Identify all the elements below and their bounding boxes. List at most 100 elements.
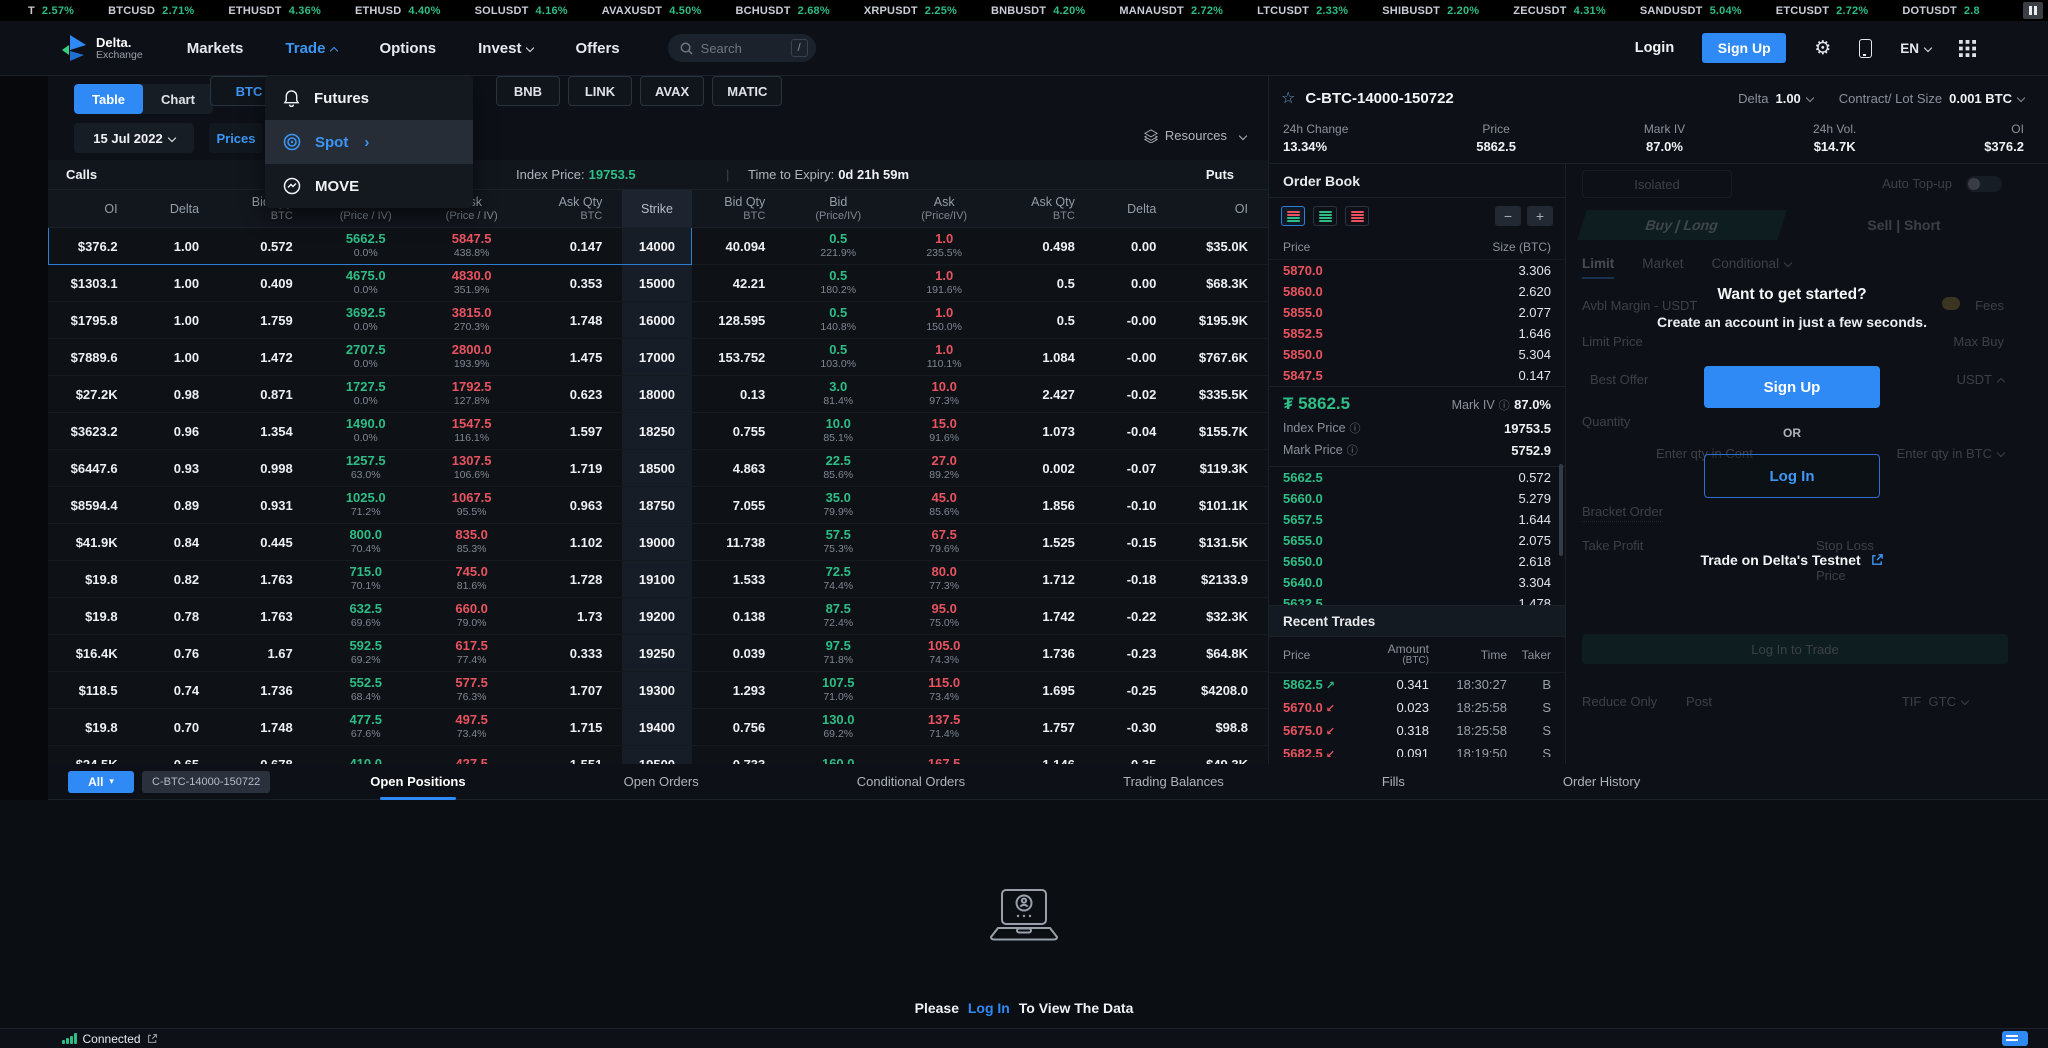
coin-button[interactable]: AVAX [640,76,705,106]
put-oi: $335.5K [1198,386,1248,402]
login-link[interactable]: Login [1634,40,1675,56]
order-book-row[interactable]: 5640.0 3.304 [1269,572,1565,593]
connection-status[interactable]: Connected [62,1032,158,1046]
order-book-row[interactable]: 5655.0 2.075 [1269,530,1565,551]
ticker-item[interactable]: ETHUSDT 4.36% [228,5,321,17]
ticker-item[interactable]: XRPUSDT 2.25% [864,5,957,17]
testnet-link[interactable]: Trade on Delta's Testnet [1566,552,2018,568]
book-view-both-icon[interactable] [1281,206,1305,226]
order-book-row[interactable]: 5662.5 0.572 [1269,467,1565,488]
positions-tab[interactable]: Trading Balances [1123,774,1224,789]
positions-tab[interactable]: Order History [1562,774,1641,789]
ticker-item[interactable]: T 2.57% [28,5,74,17]
option-chain-row[interactable]: $41.9K 0.84 0.445 800.0 70.4% 835.0 85.3% … [48,524,1268,561]
option-chain-row[interactable]: $27.2K 0.98 0.871 1727.5 0.0% 1792.5 127.8… [48,376,1268,413]
nav-item-invest[interactable]: Invest [478,40,535,57]
pause-icon[interactable] [2023,2,2043,19]
option-chain-row[interactable]: $24.5K 0.65 0.678 410.0 427.5 1.551 1950… [48,746,1268,764]
option-chain-row[interactable]: $16.4K 0.76 1.67 592.5 69.2% 617.5 77.4% 0… [48,635,1268,672]
signup-button[interactable]: Sign Up [1702,33,1787,63]
language-selector[interactable]: EN [1900,41,1933,56]
coin-button[interactable]: MATIC [712,76,783,106]
search-input[interactable]: Search / [667,34,816,62]
mobile-app-icon[interactable] [1859,38,1873,58]
chart-view-button[interactable]: Chart [161,91,195,107]
menu-item-futures[interactable]: Futures [265,76,473,120]
option-chain-row[interactable]: $3623.2 0.96 1.354 1490.0 0.0% 1547.5 116.… [48,413,1268,450]
ticker-item[interactable]: ETCUSDT 2.72% [1776,5,1869,17]
order-book-row[interactable]: 5657.5 1.644 [1269,509,1565,530]
nav-item-trade[interactable]: Trade [285,40,339,57]
order-book-row[interactable]: 5855.0 2.077 [1269,302,1565,323]
positions-tab[interactable]: Conditional Orders [856,774,966,789]
option-chain-row[interactable]: $1303.1 1.00 0.409 4675.0 0.0% 4830.0 351.… [48,265,1268,302]
positions-tab[interactable]: Open Positions [370,764,466,800]
login-link[interactable]: Log In [967,1000,1010,1016]
nav-item-markets[interactable]: Markets [186,39,244,57]
settings-gear-icon[interactable]: ⚙ [1814,37,1832,59]
menu-item-move[interactable]: MOVE [265,164,473,208]
scrollbar-thumb[interactable] [1559,464,1563,556]
order-book-row[interactable]: 5847.5 0.147 [1269,365,1565,386]
ticker-item[interactable]: SANDUSDT 5.04% [1640,5,1742,17]
ticker-item[interactable]: ETHUSD 4.40% [355,5,441,17]
order-book-row[interactable]: 5870.0 3.306 [1269,260,1565,281]
option-chain-row[interactable]: $118.5 0.74 1.736 552.5 68.4% 577.5 76.3% … [48,672,1268,709]
ticker-item[interactable]: BTCUSD 2.71% [108,5,194,17]
order-book-row[interactable]: 5632.5 1.478 [1269,593,1565,605]
best-offer-label: Best Offer [1590,372,1649,387]
login-button[interactable]: Log In [1704,454,1880,498]
zoom-in-button[interactable]: + [1527,206,1553,226]
option-chain-row[interactable]: $19.8 0.78 1.763 632.5 69.6% 660.0 79.0% 1… [48,598,1268,635]
option-chain-row[interactable]: $19.8 0.70 1.748 477.5 67.6% 497.5 73.4% 1… [48,709,1268,746]
order-book-row[interactable]: 5852.5 1.646 [1269,323,1565,344]
lot-size-selector[interactable]: Contract/ Lot Size 0.001 BTC [1839,91,2026,106]
option-chain-row[interactable]: $19.8 0.82 1.763 715.0 70.1% 745.0 81.6% 1… [48,561,1268,598]
info-icon[interactable]: ⓘ [1498,400,1510,412]
book-view-bids-icon[interactable] [1313,206,1337,226]
positions-tab[interactable]: Open Orders [623,774,699,789]
order-book-row[interactable]: 5850.0 5.304 [1269,344,1565,365]
option-chain-row[interactable]: $6447.6 0.93 0.998 1257.5 63.0% 1307.5 106… [48,450,1268,487]
delta-exchange-logo[interactable]: Delta. Exchange [62,33,143,63]
order-book-row[interactable]: 5660.0 5.279 [1269,488,1565,509]
option-chain-row[interactable]: $1795.8 1.00 1.759 3692.5 0.0% 3815.0 270.… [48,302,1268,339]
info-icon[interactable]: ⓘ [1346,445,1358,457]
ticker-item[interactable]: BNBUSDT 4.20% [991,5,1085,17]
ticker-item[interactable]: BCHUSDT 2.68% [735,5,829,17]
apps-grid-icon[interactable] [1959,39,1976,57]
order-book-row[interactable]: 5650.0 2.618 [1269,551,1565,572]
coin-button[interactable]: LINK [568,76,632,106]
book-price: 5847.5 [1283,368,1323,383]
positions-tab[interactable]: Fills [1381,774,1405,789]
expiry-date-select[interactable]: 15 Jul 2022 [74,123,194,153]
prices-button[interactable]: Prices [209,123,263,153]
info-icon[interactable]: ⓘ [1349,423,1361,435]
option-chain-row[interactable]: $8594.4 0.89 0.931 1025.0 71.2% 1067.5 95.… [48,487,1268,524]
ticker-item[interactable]: SHIBUSDT 2.20% [1382,5,1479,17]
nav-item-offers[interactable]: Offers [575,39,620,57]
coin-button[interactable]: BNB [496,76,560,106]
ticker-item[interactable]: MANAUSDT 2.72% [1119,5,1223,17]
nav-item-options[interactable]: Options [379,39,437,57]
book-size: 2.077 [1518,305,1551,320]
ticker-item[interactable]: LTCUSDT 2.33% [1257,5,1348,17]
order-book-row[interactable]: 5860.0 2.620 [1269,281,1565,302]
signup-button[interactable]: Sign Up [1704,366,1880,408]
option-chain-row[interactable]: $376.2 1.00 0.572 5662.5 0.0% 5847.5 438.8… [48,228,1268,265]
ticker-item[interactable]: ZECUSDT 4.31% [1513,5,1606,17]
ticker-item[interactable]: SOLUSDT 4.16% [475,5,568,17]
chat-widget-icon[interactable] [2002,1031,2028,1046]
favorite-star-icon[interactable]: ☆ [1281,90,1296,107]
filter-all-select[interactable]: All ▾ [68,770,134,793]
option-chain-row[interactable]: $7889.6 1.00 1.472 2707.5 0.0% 2800.0 193.… [48,339,1268,376]
book-view-asks-icon[interactable] [1345,206,1369,226]
zoom-out-button[interactable]: − [1495,206,1521,226]
delta-selector[interactable]: Delta 1.00 [1738,91,1815,106]
menu-item-spot[interactable]: Spot › [265,120,473,164]
ticker-item[interactable]: AVAXUSDT 4.50% [602,5,702,17]
ticker-item[interactable]: DOTUSDT 2.8 [1902,5,1979,17]
table-view-button[interactable]: Table [74,84,143,114]
resources-dropdown[interactable]: Resources [1143,128,1248,143]
contract-chip[interactable]: C-BTC-14000-150722 [142,770,271,793]
